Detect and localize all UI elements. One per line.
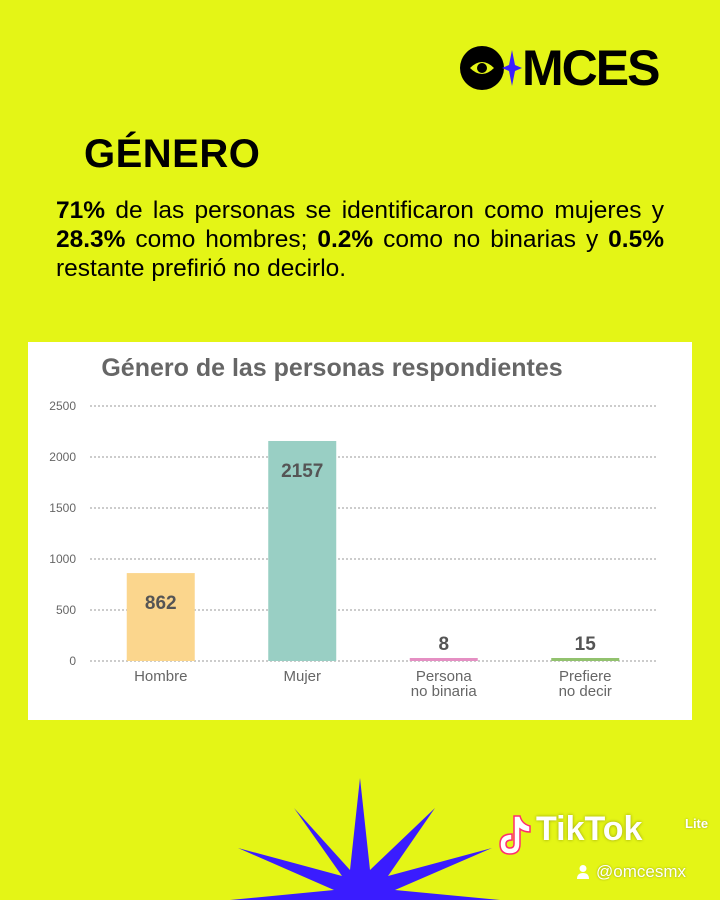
logo-text: MCES (522, 40, 660, 96)
omces-logo: MCES (458, 40, 698, 96)
x-tick-label: Persona (416, 668, 473, 685)
bar (409, 658, 478, 661)
tiktok-watermark: TikTok Lite @omcesmx (492, 810, 712, 890)
page-title: GÉNERO (84, 132, 261, 176)
y-tick-label: 2500 (49, 399, 76, 413)
bar (126, 573, 195, 661)
y-tick-label: 0 (69, 654, 76, 668)
y-tick-label: 1500 (49, 501, 76, 515)
x-tick-label: no binaria (411, 683, 478, 700)
tiktok-note-icon (499, 815, 531, 855)
intro-text: restante prefirió no decirlo. (56, 255, 347, 282)
intro-text: de las personas se identificaron como mu… (105, 197, 664, 224)
x-tick-label: Prefiere (559, 668, 612, 685)
data-label: 2157 (281, 461, 323, 482)
intro-text: como hombres; (125, 226, 318, 253)
chart-title: Género de las personas respondientes (101, 354, 562, 382)
intro-highlight: 28.3% (56, 226, 126, 253)
data-label: 862 (145, 593, 177, 614)
data-label: 8 (438, 634, 449, 655)
intro-highlight: 71% (56, 197, 106, 224)
tiktok-tier: Lite (685, 816, 709, 831)
y-tick-label: 2000 (49, 450, 76, 464)
bar-chart: Género de las personas respondientes 0 50… (49, 354, 656, 700)
intro-highlight: 0.5% (608, 226, 664, 253)
intro-highlight: 0.2% (317, 226, 374, 253)
intro-text: como no binarias y (373, 226, 609, 253)
starburst-decoration (230, 778, 500, 900)
logo-eye-icon (460, 46, 522, 90)
x-tick-label: Hombre (134, 668, 187, 685)
bar (551, 658, 620, 661)
tiktok-username: @omcesmx (596, 862, 686, 881)
x-tick-label: no decir (559, 683, 612, 700)
data-label: 15 (575, 634, 597, 655)
intro-paragraph: 71% de las personas se identificaron com… (56, 196, 664, 283)
chart-card: Género de las personas respondientes 0 50… (28, 342, 692, 720)
user-icon (577, 865, 589, 879)
x-tick-label: Mujer (283, 668, 321, 685)
y-tick-label: 500 (56, 603, 76, 617)
bar (268, 440, 337, 661)
y-tick-label: 1000 (49, 552, 76, 566)
tiktok-brand: TikTok (536, 810, 643, 848)
